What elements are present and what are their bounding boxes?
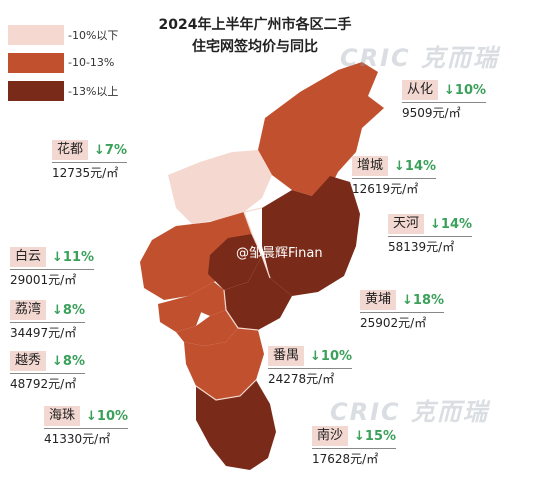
district-header: 白云 ↓11% — [10, 247, 94, 267]
district-name: 黄埔 — [360, 290, 397, 310]
district-header: 花都 ↓7% — [52, 140, 127, 160]
district-name: 天河 — [388, 214, 425, 234]
district-name: 从化 — [402, 80, 439, 100]
district-price: 12735元/㎡ — [52, 162, 127, 181]
region-nansha — [196, 380, 276, 470]
title-line-2: 住宅网签均价与同比 — [192, 39, 318, 55]
district-price: 25902元/㎡ — [360, 312, 445, 331]
region-baiyun — [140, 212, 252, 300]
district-price: 58139元/㎡ — [388, 236, 473, 255]
district-header: 荔湾 ↓8% — [10, 300, 85, 320]
district-label-haizhu: 海珠 ↓10% 41330元/㎡ — [44, 406, 129, 447]
district-change: ↓15% — [354, 428, 397, 444]
region-tianhe — [208, 234, 262, 290]
district-price: 12619元/㎡ — [352, 178, 437, 197]
district-name: 增城 — [352, 156, 389, 176]
district-change: ↓8% — [52, 353, 85, 369]
district-price: 29001元/㎡ — [10, 269, 95, 288]
district-change: ↓18% — [402, 292, 445, 308]
district-name: 越秀 — [10, 351, 47, 371]
district-change: ↓8% — [52, 302, 85, 318]
district-name: 南沙 — [312, 426, 349, 446]
region-panyu — [184, 328, 264, 400]
region-huadu — [168, 150, 272, 224]
district-label-nansha: 南沙 ↓15% 17628元/㎡ — [312, 426, 397, 467]
district-name: 番禺 — [268, 346, 305, 366]
legend-label: -13%以上 — [68, 84, 119, 98]
district-change: ↓10% — [86, 408, 129, 424]
legend: -10%以下 -10-13% -13%以上 — [8, 22, 118, 106]
district-price: 24278元/㎡ — [268, 368, 353, 387]
region-haizhu — [176, 310, 238, 346]
district-header: 从化 ↓10% — [402, 80, 486, 100]
district-label-tianhe: 天河 ↓14% 58139元/㎡ — [388, 214, 473, 255]
district-price: 48792元/㎡ — [10, 373, 85, 392]
district-change: ↓11% — [52, 249, 95, 265]
district-header: 越秀 ↓8% — [10, 351, 85, 371]
district-price: 41330元/㎡ — [44, 428, 129, 447]
district-label-huadu: 花都 ↓7% 12735元/㎡ — [52, 140, 127, 181]
district-name: 花都 — [52, 140, 89, 160]
district-header: 黄埔 ↓18% — [360, 290, 444, 310]
legend-swatch — [8, 24, 64, 45]
district-change: ↓14% — [394, 158, 437, 174]
district-label-liwan: 荔湾 ↓8% 34497元/㎡ — [10, 300, 85, 341]
legend-item: -10-13% — [8, 50, 118, 75]
district-change: ↓7% — [94, 142, 127, 158]
legend-item: -10%以下 — [8, 22, 118, 47]
region-yuexiu — [188, 282, 226, 316]
weibo-watermark: @邹晨辉Finan — [236, 246, 323, 261]
region-conghua — [258, 62, 384, 196]
district-change: ↓14% — [430, 216, 473, 232]
district-label-zengcheng: 增城 ↓14% 12619元/㎡ — [352, 156, 437, 197]
district-header: 南沙 ↓15% — [312, 426, 396, 446]
district-name: 海珠 — [44, 406, 81, 426]
district-label-conghua: 从化 ↓10% 9509元/㎡ — [402, 80, 487, 121]
legend-label: -10%以下 — [68, 28, 119, 42]
district-label-baiyun: 白云 ↓11% 29001元/㎡ — [10, 247, 95, 288]
district-price: 34497元/㎡ — [10, 322, 85, 341]
region-zengcheng — [262, 176, 360, 296]
region-liwan — [158, 296, 202, 332]
district-price: 17628元/㎡ — [312, 448, 397, 467]
district-change: ↓10% — [444, 82, 487, 98]
district-boundaries — [195, 207, 271, 401]
district-header: 番禺 ↓10% — [268, 346, 352, 366]
district-price: 9509元/㎡ — [402, 102, 487, 121]
brand-watermark-top: CRIC 克而瑞 — [340, 44, 499, 72]
map-title: 2024年上半年广州市各区二手 住宅网签均价与同比 — [130, 14, 380, 58]
district-header: 增城 ↓14% — [352, 156, 436, 176]
brand-watermark-bottom: CRIC 克而瑞 — [330, 398, 489, 426]
district-label-yuexiu: 越秀 ↓8% 48792元/㎡ — [10, 351, 85, 392]
district-name: 荔湾 — [10, 300, 47, 320]
district-header: 海珠 ↓10% — [44, 406, 128, 426]
legend-swatch — [8, 80, 64, 101]
title-line-1: 2024年上半年广州市各区二手 — [158, 17, 352, 33]
district-label-panyu: 番禺 ↓10% 24278元/㎡ — [268, 346, 353, 387]
district-name: 白云 — [10, 247, 47, 267]
district-label-huangpu: 黄埔 ↓18% 25902元/㎡ — [360, 290, 445, 331]
district-header: 天河 ↓14% — [388, 214, 472, 234]
district-change: ↓10% — [310, 348, 353, 364]
region-huangpu — [224, 256, 292, 330]
legend-swatch — [8, 52, 64, 73]
legend-label: -10-13% — [68, 56, 115, 69]
legend-item: -13%以上 — [8, 78, 118, 103]
